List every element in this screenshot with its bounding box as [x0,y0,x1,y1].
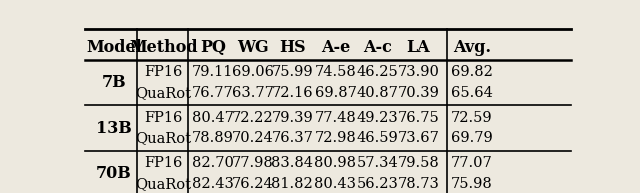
Text: 65.64: 65.64 [451,86,493,100]
Text: 72.59: 72.59 [451,111,493,125]
Text: 70B: 70B [96,165,132,182]
Text: Method: Method [129,39,198,56]
Text: 76.24: 76.24 [232,177,273,191]
Text: 57.34: 57.34 [356,156,399,170]
Text: HS: HS [279,39,306,56]
Text: A-e: A-e [321,39,350,56]
Text: 72.22: 72.22 [232,111,273,125]
Text: 80.98: 80.98 [314,156,356,170]
Text: 74.58: 74.58 [315,65,356,79]
Text: 75.98: 75.98 [451,177,493,191]
Text: Avg.: Avg. [453,39,491,56]
Text: QuaRot: QuaRot [135,177,191,191]
Text: LA: LA [406,39,430,56]
Text: 73.67: 73.67 [397,131,439,145]
Text: 63.77: 63.77 [232,86,273,100]
Text: WG: WG [237,39,268,56]
Text: 78.73: 78.73 [397,177,439,191]
Text: 7B: 7B [101,74,126,91]
Text: PQ: PQ [200,39,226,56]
Text: 72.98: 72.98 [315,131,356,145]
Text: FP16: FP16 [144,111,182,125]
Text: 49.23: 49.23 [356,111,399,125]
Text: 46.25: 46.25 [356,65,399,79]
Text: 79.39: 79.39 [271,111,313,125]
Text: QuaRot: QuaRot [135,86,191,100]
Text: 76.77: 76.77 [192,86,234,100]
Text: 70.24: 70.24 [232,131,273,145]
Text: Model: Model [86,39,141,56]
Text: 56.23: 56.23 [356,177,399,191]
Text: 69.82: 69.82 [451,65,493,79]
Text: 82.70: 82.70 [192,156,234,170]
Text: 76.75: 76.75 [397,111,439,125]
Text: 76.37: 76.37 [271,131,313,145]
Text: 46.59: 46.59 [356,131,399,145]
Text: 69.06: 69.06 [232,65,274,79]
Text: QuaRot: QuaRot [135,131,191,145]
Text: FP16: FP16 [144,156,182,170]
Text: 81.82: 81.82 [271,177,313,191]
Text: 77.07: 77.07 [451,156,493,170]
Text: 80.47: 80.47 [192,111,234,125]
Text: 73.90: 73.90 [397,65,439,79]
Text: 82.43: 82.43 [192,177,234,191]
Text: 40.87: 40.87 [356,86,399,100]
Text: 75.99: 75.99 [271,65,313,79]
Text: 79.58: 79.58 [397,156,439,170]
Text: 70.39: 70.39 [397,86,439,100]
Text: A-c: A-c [363,39,392,56]
Text: 79.11: 79.11 [192,65,234,79]
Text: 69.87: 69.87 [314,86,356,100]
Text: 77.48: 77.48 [315,111,356,125]
Text: 13B: 13B [96,119,132,136]
Text: 72.16: 72.16 [271,86,313,100]
Text: 77.98: 77.98 [232,156,273,170]
Text: 80.43: 80.43 [314,177,356,191]
Text: 83.84: 83.84 [271,156,314,170]
Text: 69.79: 69.79 [451,131,493,145]
Text: FP16: FP16 [144,65,182,79]
Text: 78.89: 78.89 [192,131,234,145]
